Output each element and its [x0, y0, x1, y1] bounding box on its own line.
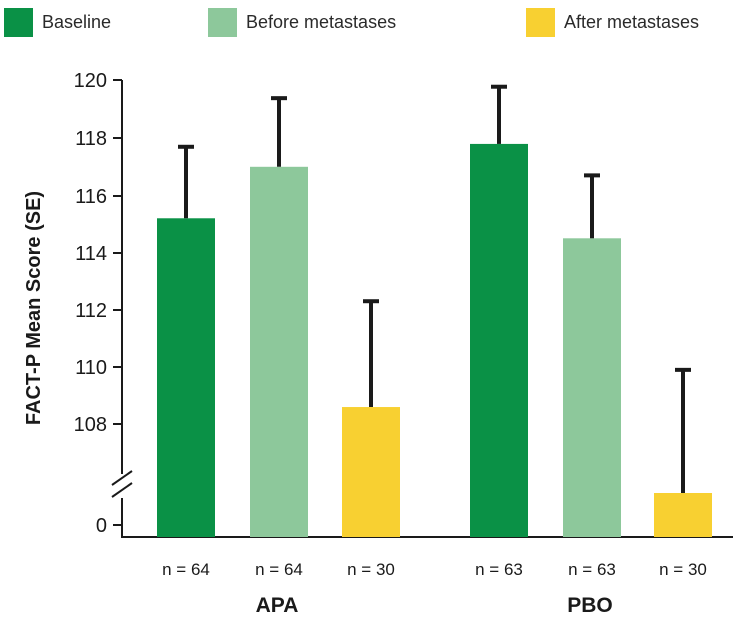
legend-swatch-baseline [4, 8, 33, 37]
y-tick-label-116: 116 [75, 186, 107, 208]
bar-apa-baseline [157, 218, 215, 537]
bar-pbo-baseline [470, 143, 528, 538]
bar-apa-before-metastases [250, 166, 308, 538]
y-axis-title: FACT-P Mean Score (SE) [23, 191, 45, 425]
bar-pbo-after-metastases [654, 493, 712, 537]
bar-apa-after-metastases [342, 407, 400, 537]
legend-label-before-metastases: Before metastases [246, 12, 397, 32]
y-tick-label-114: 114 [75, 243, 107, 265]
legend-label-after-metastases: After metastases [564, 12, 700, 32]
legend-item-after-metastases: After metastases [526, 8, 699, 37]
legend-item-before-metastases: Before metastases [208, 8, 396, 37]
bar-pbo-before-metastases [563, 238, 621, 538]
group-label-apa: APA [256, 594, 299, 617]
n-label-apa-baseline: n = 64 [162, 560, 210, 579]
y-tick-label-108: 108 [74, 414, 107, 436]
n-label-apa-after-metastases: n = 30 [347, 560, 395, 579]
y-tick-label-120: 120 [74, 70, 107, 92]
legend-swatch-after-metastases [526, 8, 555, 37]
legend-swatch-before-metastases [208, 8, 237, 37]
n-label-pbo-after-metastases: n = 30 [659, 560, 707, 579]
legend-label-baseline: Baseline [42, 12, 112, 32]
legend-item-baseline: Baseline [4, 8, 111, 37]
group-label-pbo: PBO [567, 594, 613, 617]
n-label-pbo-baseline: n = 63 [475, 560, 523, 579]
n-label-pbo-before-metastases: n = 63 [568, 560, 616, 579]
legend: Baseline Before metastases After metasta… [0, 8, 734, 38]
axis-break-mark-lower [111, 482, 133, 498]
y-tick-label-118: 118 [75, 128, 107, 150]
y-tick-label-0: 0 [96, 515, 107, 537]
axis-break-mark-upper [111, 470, 133, 486]
y-tick-label-110: 110 [75, 357, 107, 379]
y-tick-label-112: 112 [75, 300, 107, 322]
n-label-apa-before-metastases: n = 64 [255, 560, 303, 579]
